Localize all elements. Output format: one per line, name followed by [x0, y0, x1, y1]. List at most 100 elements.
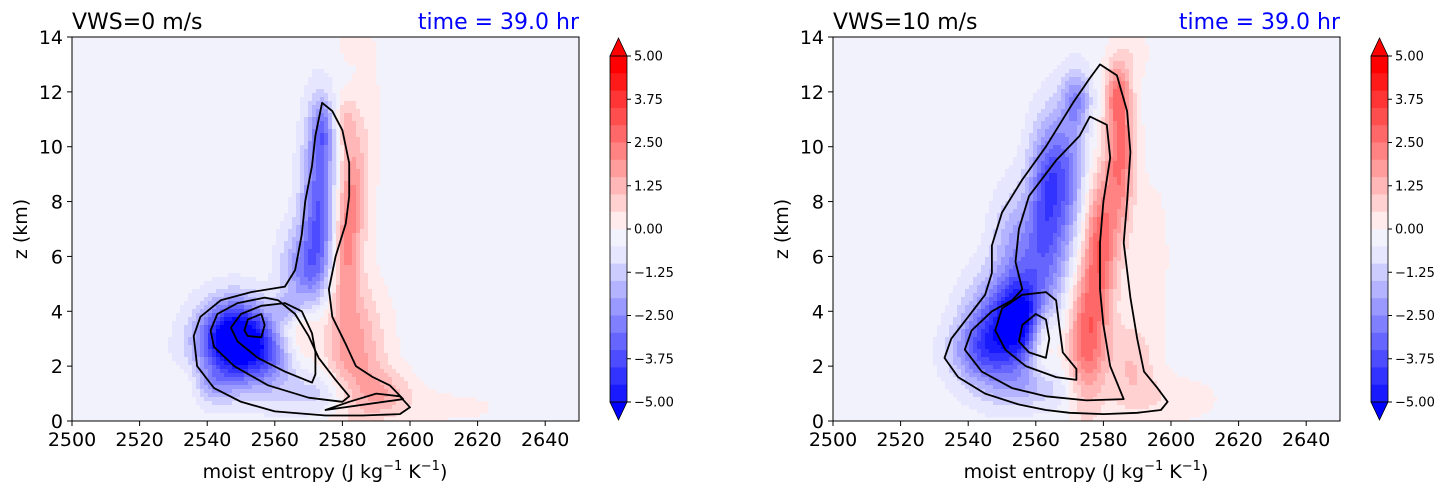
field-cell	[344, 189, 349, 194]
field-cell	[1117, 49, 1122, 54]
field-cell	[1081, 161, 1086, 166]
field-cell	[272, 293, 277, 298]
field-cell	[256, 353, 261, 358]
field-cell	[192, 293, 197, 298]
field-cell	[356, 89, 361, 94]
field-cell	[1037, 105, 1042, 110]
field-cell	[468, 397, 473, 402]
field-cell	[324, 269, 329, 274]
field-cell	[1077, 97, 1082, 102]
field-cell	[1129, 213, 1134, 218]
field-cell	[172, 357, 177, 362]
panel-left-ylabel: z (km)	[10, 199, 32, 259]
field-cell	[1113, 141, 1118, 146]
field-cell	[1129, 185, 1134, 190]
field-cell	[376, 417, 381, 421]
field-cell	[1017, 221, 1022, 226]
field-cell	[1061, 253, 1066, 258]
field-cell	[1049, 181, 1054, 186]
field-cell	[1145, 193, 1150, 198]
field-cell	[180, 313, 185, 318]
field-cell	[300, 405, 305, 410]
field-cell	[352, 329, 357, 334]
field-cell	[320, 281, 325, 286]
field-cell	[1057, 233, 1062, 238]
field-cell	[224, 389, 229, 394]
field-cell	[468, 401, 473, 406]
field-cell	[364, 253, 369, 258]
field-cell	[1045, 253, 1050, 258]
field-cell	[372, 197, 377, 202]
field-cell	[204, 313, 209, 318]
field-cell	[1073, 233, 1078, 238]
field-cell	[324, 133, 329, 138]
field-cell	[340, 137, 345, 142]
field-cell	[1065, 221, 1070, 226]
field-cell	[1033, 213, 1038, 218]
field-cell	[1025, 121, 1030, 126]
field-cell	[1013, 229, 1018, 234]
field-cell	[364, 401, 369, 406]
field-cell	[1045, 113, 1050, 118]
field-cell	[1037, 161, 1042, 166]
field-cell	[1081, 201, 1086, 206]
field-cell	[328, 77, 333, 82]
field-cell	[300, 157, 305, 162]
field-cell	[1117, 193, 1122, 198]
field-cell	[1037, 201, 1042, 206]
field-cell	[1013, 225, 1018, 230]
field-cell	[236, 397, 241, 402]
field-cell	[192, 377, 197, 382]
field-cell	[1121, 169, 1126, 174]
field-cell	[392, 401, 397, 406]
field-cell	[356, 281, 361, 286]
field-cell	[977, 245, 982, 250]
field-cell	[256, 349, 261, 354]
field-cell	[320, 325, 325, 330]
field-cell	[1117, 221, 1122, 226]
field-cell	[312, 153, 317, 158]
field-cell	[1041, 201, 1046, 206]
field-cell	[1129, 81, 1134, 86]
field-cell	[1033, 201, 1038, 206]
field-cell	[1137, 41, 1142, 46]
field-cell	[356, 329, 361, 334]
field-cell	[1145, 249, 1150, 254]
field-cell	[452, 409, 457, 414]
field-cell	[1025, 125, 1030, 130]
field-cell	[260, 377, 265, 382]
field-cell	[1117, 189, 1122, 194]
field-cell	[364, 113, 369, 118]
field-cell	[408, 413, 413, 418]
field-cell	[208, 369, 213, 374]
field-cell	[368, 93, 373, 98]
field-cell	[1105, 205, 1110, 210]
field-cell	[216, 369, 221, 374]
field-cell	[1041, 249, 1046, 254]
field-cell	[336, 229, 341, 234]
field-cell	[344, 393, 349, 398]
field-cell	[1045, 237, 1050, 242]
field-cell	[1037, 129, 1042, 134]
field-cell	[1101, 161, 1106, 166]
field-cell	[1081, 125, 1086, 130]
field-cell	[1065, 257, 1070, 262]
colorbar-segment	[610, 73, 627, 91]
field-cell	[1113, 249, 1118, 254]
field-cell	[296, 301, 301, 306]
field-cell	[1141, 141, 1146, 146]
field-cell	[1013, 157, 1018, 162]
field-cell	[324, 165, 329, 170]
field-cell	[280, 333, 285, 338]
field-cell	[296, 409, 301, 414]
field-cell	[368, 389, 373, 394]
field-cell	[228, 321, 233, 326]
field-cell	[324, 169, 329, 174]
field-cell	[240, 305, 245, 310]
field-cell	[324, 249, 329, 254]
field-cell	[1041, 137, 1046, 142]
field-cell	[300, 213, 305, 218]
field-cell	[1041, 161, 1046, 166]
field-cell	[1065, 217, 1070, 222]
field-cell	[200, 365, 205, 370]
